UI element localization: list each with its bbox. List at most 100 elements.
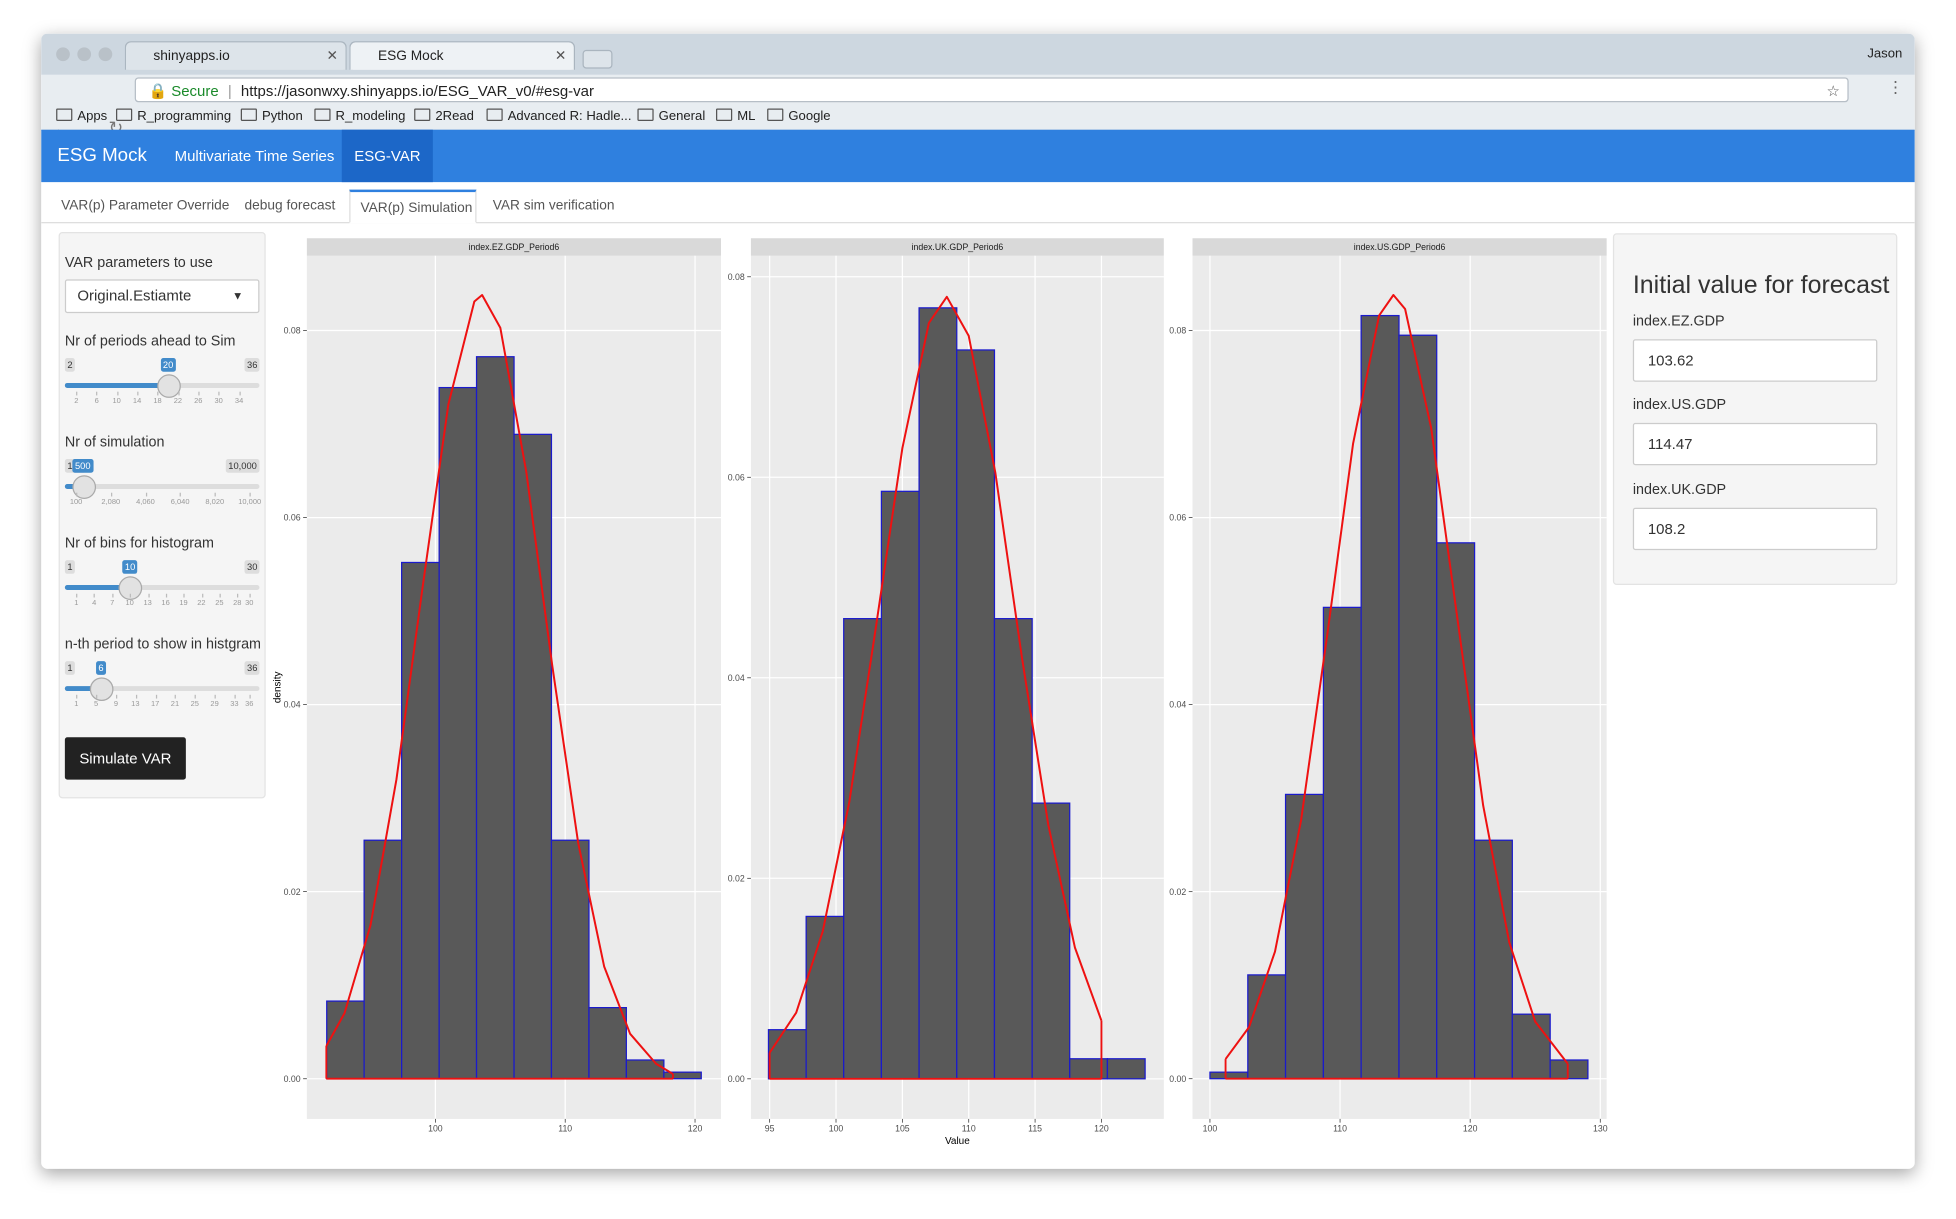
slider-tick (198, 391, 200, 396)
bookmark[interactable]: Python (240, 108, 303, 123)
x-tick-label: 130 (1593, 1123, 1608, 1133)
bookmark[interactable]: ML (716, 108, 755, 123)
nav-item[interactable]: Multivariate Time Series (174, 147, 335, 165)
url: https://jasonwxy.shinyapps.io/ESG_VAR_v0… (240, 82, 594, 100)
x-tick-label: 95 (765, 1123, 775, 1133)
slider-min: 2 (64, 358, 76, 372)
histogram-bar (1031, 802, 1071, 1080)
slider-tick-label: 10 (125, 599, 134, 608)
histogram-bar (513, 433, 553, 1080)
slider-tick-label: 4,060 (136, 498, 155, 507)
bookmark-label: R_modeling (335, 108, 406, 124)
histogram-bar (918, 307, 958, 1080)
slider-tick-label: 100 (69, 498, 83, 507)
panel-tab[interactable]: VAR(p) Parameter Override (61, 198, 230, 214)
x-tick-label: 105 (895, 1123, 910, 1133)
y-tick-label: 0.08 (284, 326, 301, 336)
slider-value: 6 (95, 661, 107, 675)
x-tick-label: 115 (1028, 1123, 1042, 1133)
parameter-select[interactable]: Original.Estiamte ▼ (64, 279, 260, 314)
bookmark[interactable]: General (637, 108, 705, 123)
bookmark-label: Apps (77, 108, 108, 124)
histogram-bar (588, 1007, 627, 1080)
slider-tick-label: 30 (245, 599, 254, 608)
slider-value: 500 (72, 459, 94, 473)
bookmark[interactable]: R_modeling (314, 108, 406, 124)
zoom-button[interactable] (98, 47, 113, 62)
simulate-button[interactable]: Simulate VAR (64, 737, 186, 780)
slider-tick-label: 13 (143, 599, 152, 608)
slider-tick (96, 391, 98, 396)
navbar-brand[interactable]: ESG Mock (57, 144, 147, 166)
slider-max: 36 (244, 661, 260, 675)
bookmark-icon (314, 108, 331, 121)
slider-tick (201, 593, 203, 598)
slider-handle[interactable] (71, 475, 96, 499)
bookmark[interactable]: 2Read (414, 108, 474, 123)
histogram-bar (993, 618, 1033, 1080)
menu-button[interactable]: ⋮ (1887, 77, 1904, 97)
histogram-bar (1511, 1013, 1551, 1080)
address-bar[interactable]: 🔒 Secure | https://jasonwxy.shinyapps.io… (134, 77, 1849, 103)
panel-tab[interactable]: VAR sim verification (492, 198, 615, 214)
y-tick-label: 0.06 (284, 513, 301, 523)
slider-track (64, 686, 260, 692)
slider-handle[interactable] (118, 576, 143, 600)
bookmark-icon (716, 108, 733, 121)
slider-fill (64, 382, 168, 388)
slider-tick-label: 2 (74, 397, 79, 406)
slider-tick-label: 16 (161, 599, 170, 608)
slider-tick-label: 1 (74, 599, 79, 608)
y-tick-label: 0.08 (1169, 326, 1186, 336)
slider-handle[interactable] (89, 677, 114, 702)
browser-tab[interactable]: ESG Mock ✕ (349, 41, 576, 70)
slider-tick-label: 33 (230, 701, 239, 709)
slider-handle[interactable] (156, 374, 181, 398)
tab-close[interactable]: ✕ (326, 48, 339, 64)
slider-tick-label: 36 (245, 701, 254, 709)
slider-value: 20 (160, 358, 176, 372)
x-axis-label: Value (945, 1136, 970, 1147)
bookmark[interactable]: Apps (56, 108, 108, 124)
new-tab-button[interactable] (582, 49, 613, 69)
histogram-bar (805, 915, 845, 1080)
bookmark-star[interactable]: ☆ (1826, 82, 1840, 100)
y-tick-label: 0.04 (728, 673, 745, 683)
numeric-input[interactable]: 108.2 (1632, 507, 1878, 551)
input-label: index.EZ.GDP (1632, 314, 1725, 330)
bookmark-label: Advanced R: Hadle... (507, 108, 632, 124)
slider-tick (147, 593, 150, 598)
slider-tick (76, 593, 78, 598)
panel-tab[interactable]: debug forecast (244, 198, 336, 214)
close-button[interactable] (56, 47, 70, 62)
slider-tick-label: 25 (215, 599, 224, 608)
bookmark[interactable]: R_programming (116, 108, 231, 123)
bookmark[interactable]: Advanced R: Hadle... (486, 108, 632, 124)
numeric-input[interactable]: 114.47 (1632, 422, 1878, 466)
slider-tick (175, 694, 177, 699)
slider-label: n-th period to show in histgram (64, 637, 262, 653)
profile-name[interactable]: Jason (1867, 46, 1903, 62)
slider-tick (95, 694, 98, 699)
bookmark[interactable]: Google (767, 108, 831, 123)
slider-tick (135, 694, 137, 699)
x-tick-label: 120 (1463, 1123, 1478, 1133)
histogram-bar (1284, 793, 1325, 1080)
strip-background (750, 238, 1164, 256)
bookmark-icon (637, 108, 654, 121)
slider-tick (178, 391, 180, 396)
y-axis-label: density (273, 672, 284, 704)
slider-tick-label: 1 (74, 701, 79, 709)
slider-tick-label: 5 (94, 701, 99, 709)
histogram-bar (767, 1029, 807, 1080)
minimize-button[interactable] (77, 47, 92, 62)
browser-tab[interactable]: shinyapps.io ✕ (124, 41, 347, 70)
facet-title: index.US.GDP_Period6 (1354, 242, 1446, 252)
nav-item[interactable]: ESG-VAR (341, 129, 434, 183)
panel-tab[interactable]: VAR(p) Simulation (349, 189, 477, 224)
x-tick-label: 110 (558, 1123, 572, 1133)
slider-tick (249, 492, 251, 497)
tab-close[interactable]: ✕ (554, 48, 567, 64)
slider-tick-label: 30 (214, 397, 223, 406)
numeric-input[interactable]: 103.62 (1632, 339, 1878, 382)
